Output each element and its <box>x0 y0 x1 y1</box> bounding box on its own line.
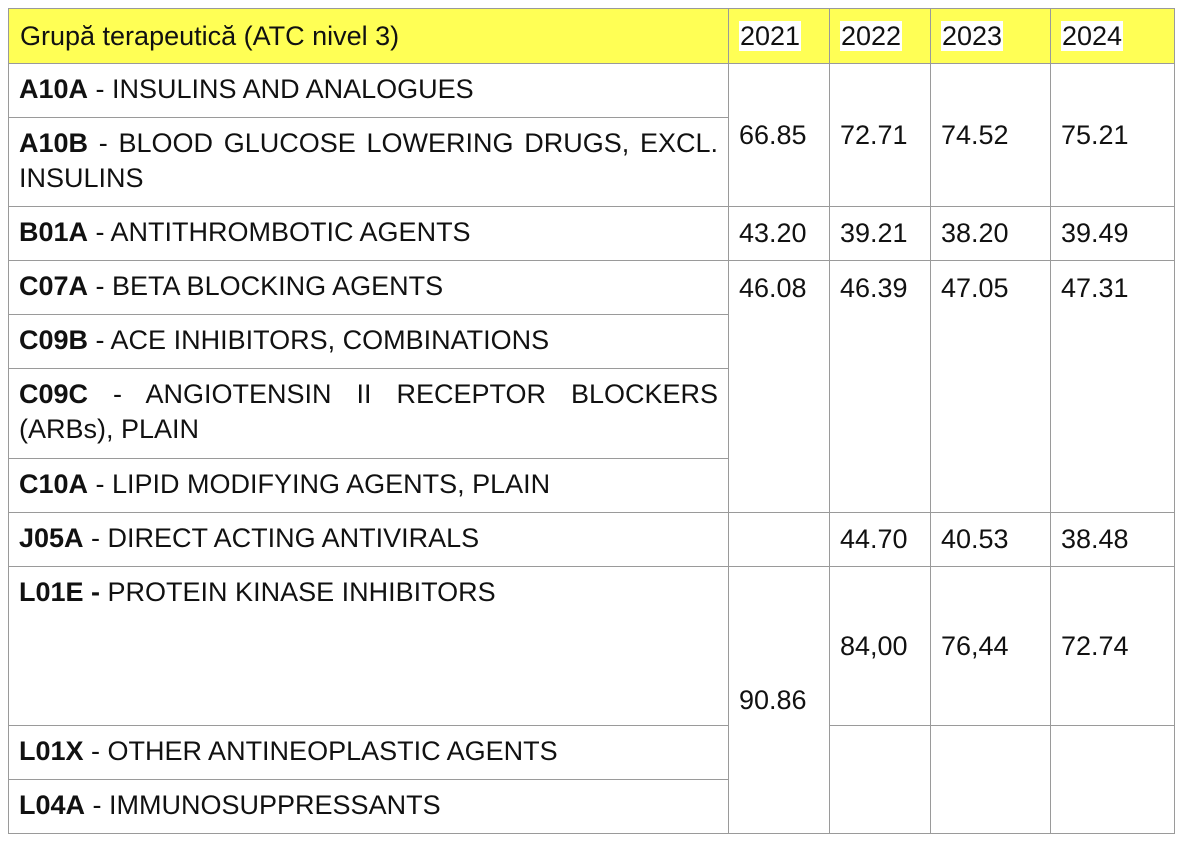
group-cell-c10a: C10A - LIPID MODIFYING AGENTS, PLAIN <box>8 458 729 513</box>
value-a10-2023: 74.52 <box>930 63 1051 207</box>
atc-name: OTHER ANTINEOPLASTIC AGENTS <box>107 736 558 766</box>
value-c-group-2024: 47.31 <box>1050 260 1175 513</box>
atc-name: ANTITHROMBOTIC AGENTS <box>110 217 471 247</box>
group-cell-a10a: A10A - INSULINS AND ANALOGUES <box>8 63 729 118</box>
header-year-2021: 2021 <box>728 8 830 64</box>
atc-name: DIRECT ACTING ANTIVIRALS <box>107 523 480 553</box>
atc-code: A10B <box>19 128 89 158</box>
value-a10-2021: 66.85 <box>728 63 830 207</box>
separator: - <box>88 469 113 499</box>
atc-code: L01E - <box>19 577 101 607</box>
table-row: C09C - ANGIOTENSIN II RECEPTOR BLOCKERS … <box>8 368 1175 459</box>
group-cell-j05a: J05A - DIRECT ACTING ANTIVIRALS <box>8 512 729 567</box>
value-b01a-2022: 39.21 <box>829 206 931 261</box>
separator: - <box>83 736 108 766</box>
group-cell-b01a: B01A - ANTITHROMBOTIC AGENTS <box>8 206 729 261</box>
group-cell-c07a: C07A - BETA BLOCKING AGENTS <box>8 260 729 315</box>
value-b01a-2021: 43.20 <box>728 206 830 261</box>
empty-cell <box>1050 725 1175 834</box>
atc-code: C09C <box>19 379 89 409</box>
table-row: C07A - BETA BLOCKING AGENTS 46.08 46.39 … <box>8 260 1175 513</box>
atc-name: BETA BLOCKING AGENTS <box>112 271 444 301</box>
atc-code: J05A <box>19 523 84 553</box>
table-row: A10A - INSULINS AND ANALOGUES 66.85 72.7… <box>8 63 1175 207</box>
atc-code: B01A <box>19 217 89 247</box>
group-cell-c09b: C09B - ACE INHIBITORS, COMBINATIONS <box>8 314 729 369</box>
value-l-group-2021: 90.86 <box>728 566 830 834</box>
separator: - <box>88 325 111 355</box>
group-cell-a10b: A10B - BLOOD GLUCOSE LOWERING DRUGS, EXC… <box>8 117 729 207</box>
header-row: Grupă terapeutică (ATC nivel 3) 2021 202… <box>8 8 1175 64</box>
table-row: L01X - OTHER ANTINEOPLASTIC AGENTS <box>8 725 1175 834</box>
atc-name: ANGIOTENSIN II RECEPTOR BLOCKERS (ARBs),… <box>19 379 718 444</box>
table-row: J05A - DIRECT ACTING ANTIVIRALS 44.70 40… <box>8 512 1175 567</box>
atc-code: C07A <box>19 271 89 301</box>
atc-name: ACE INHIBITORS, COMBINATIONS <box>110 325 550 355</box>
value-c-group-2021: 46.08 <box>728 260 830 513</box>
value-j05a-2023: 40.53 <box>930 512 1051 567</box>
header-year-2024: 2024 <box>1050 8 1175 64</box>
group-cell-l01x: L01X - OTHER ANTINEOPLASTIC AGENTS <box>8 725 729 780</box>
therapeutic-group-table: Grupă terapeutică (ATC nivel 3) 2021 202… <box>8 8 1175 834</box>
atc-code: A10A <box>19 74 89 104</box>
value-l-group-2022: 84,00 <box>829 566 931 726</box>
value-l-group-2024: 72.74 <box>1050 566 1175 726</box>
group-cell-l01e: L01E - PROTEIN KINASE INHIBITORS <box>8 566 729 726</box>
group-cell-c09c: C09C - ANGIOTENSIN II RECEPTOR BLOCKERS … <box>8 368 729 459</box>
value-l-group-2023: 76,44 <box>930 566 1051 726</box>
separator <box>100 577 108 607</box>
value-c-group-2023: 47.05 <box>930 260 1051 513</box>
separator: - <box>88 271 113 301</box>
empty-cell <box>829 725 931 834</box>
table-row: L01E - PROTEIN KINASE INHIBITORS 90.86 8… <box>8 566 1175 834</box>
value-c-group-2022: 46.39 <box>829 260 931 513</box>
header-year-2023: 2023 <box>930 8 1051 64</box>
table-row: L04A - IMMUNOSUPPRESSANTS <box>8 779 1175 834</box>
atc-code: L01X <box>19 736 84 766</box>
atc-code: L04A <box>19 790 86 820</box>
empty-cell <box>930 725 1051 834</box>
value-a10-2024: 75.21 <box>1050 63 1175 207</box>
group-cell-l04a: L04A - IMMUNOSUPPRESSANTS <box>8 779 729 834</box>
value-j05a-2021 <box>728 512 830 567</box>
table-row: A10B - BLOOD GLUCOSE LOWERING DRUGS, EXC… <box>8 117 1175 207</box>
atc-name: PROTEIN KINASE INHIBITORS <box>107 577 496 607</box>
separator: - <box>83 523 108 553</box>
header-group-cell: Grupă terapeutică (ATC nivel 3) <box>8 8 729 64</box>
value-j05a-2024: 38.48 <box>1050 512 1175 567</box>
atc-name: BLOOD GLUCOSE LOWERING DRUGS, EXCL. INSU… <box>19 128 718 193</box>
atc-name: LIPID MODIFYING AGENTS, PLAIN <box>112 469 551 499</box>
atc-code: C10A <box>19 469 89 499</box>
separator: - <box>88 379 146 409</box>
table-row: B01A - ANTITHROMBOTIC AGENTS 43.20 39.21… <box>8 206 1175 261</box>
value-j05a-2022: 44.70 <box>829 512 931 567</box>
value-a10-2022: 72.71 <box>829 63 931 207</box>
atc-name: INSULINS AND ANALOGUES <box>112 74 474 104</box>
separator: - <box>85 790 110 820</box>
table-row: C09B - ACE INHIBITORS, COMBINATIONS <box>8 314 1175 369</box>
separator: - <box>88 217 111 247</box>
value-b01a-2023: 38.20 <box>930 206 1051 261</box>
separator: - <box>88 74 113 104</box>
atc-name: IMMUNOSUPPRESSANTS <box>109 790 441 820</box>
header-year-2022: 2022 <box>829 8 931 64</box>
separator: - <box>88 128 119 158</box>
value-b01a-2024: 39.49 <box>1050 206 1175 261</box>
atc-code: C09B <box>19 325 89 355</box>
